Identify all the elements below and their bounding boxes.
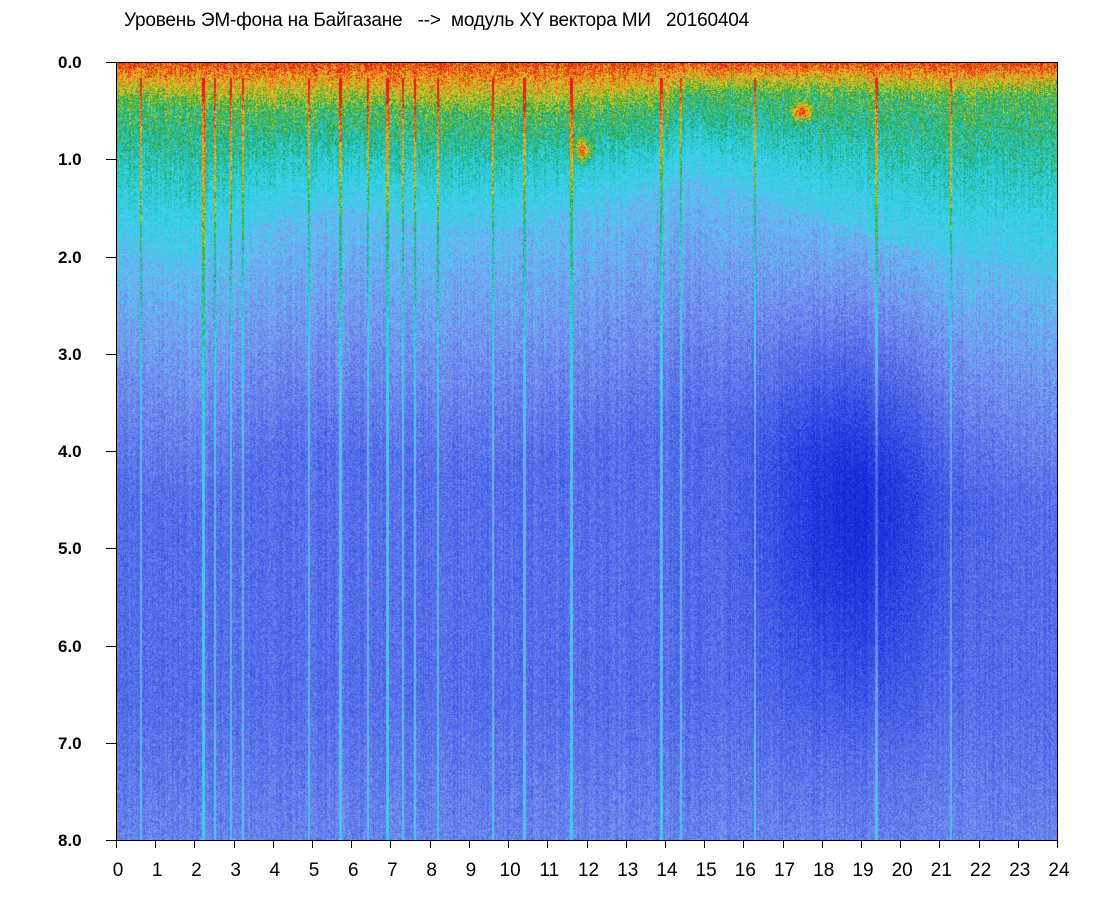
y-tick-mark [106, 742, 116, 744]
x-tick-label: 5 [308, 860, 320, 881]
x-tick-mark [625, 841, 627, 848]
x-tick-label: 23 [1009, 860, 1031, 881]
x-tick-label: 9 [465, 860, 477, 881]
x-tick-label: 8 [426, 860, 437, 881]
plot-area [116, 62, 1058, 841]
y-tick-mark [106, 548, 116, 550]
x-tick-mark [782, 841, 784, 848]
x-tick-label: 19 [852, 860, 874, 881]
y-tick-label: 6.0 [58, 636, 82, 656]
x-tick-mark [860, 841, 862, 848]
x-tick-label: 1 [151, 860, 163, 881]
x-tick-label: 0 [112, 860, 124, 881]
y-tick-label: 3.0 [58, 344, 82, 364]
x-tick-mark [900, 841, 902, 848]
x-tick-mark [272, 841, 274, 848]
y-tick-label: 1.0 [58, 150, 82, 170]
y-tick-label: 2.0 [58, 247, 82, 267]
x-tick-label: 15 [695, 860, 717, 881]
x-tick-label: 11 [539, 860, 560, 881]
x-tick-label: 22 [970, 860, 992, 881]
x-tick-mark [116, 841, 117, 848]
x-tick-mark [547, 841, 549, 848]
x-tick-label: 7 [387, 860, 398, 881]
x-tick-mark [351, 841, 353, 848]
x-tick-mark [743, 841, 745, 848]
x-tick-label: 12 [577, 860, 600, 881]
x-tick-mark [978, 841, 980, 848]
x-tick-label: 17 [773, 860, 796, 881]
y-tick-label: 4.0 [58, 442, 82, 461]
x-tick-mark [233, 841, 235, 848]
x-tick-mark [390, 841, 392, 848]
x-tick-label: 20 [891, 860, 913, 881]
x-tick-label: 16 [734, 860, 756, 881]
y-tick-mark [106, 353, 116, 355]
y-tick-label: 8.0 [58, 831, 82, 850]
y-tick-mark [106, 256, 116, 258]
y-tick-mark [106, 645, 116, 647]
y-tick-mark [106, 451, 116, 452]
x-tick-mark [821, 841, 823, 848]
x-tick-mark [429, 841, 431, 848]
x-tick-label: 4 [269, 860, 281, 881]
heatmap-canvas [117, 63, 1057, 840]
chart-title: Уровень ЭМ-фона на Байгазане --> модуль … [124, 10, 749, 31]
x-tick-mark [939, 841, 941, 848]
x-tick-mark [1057, 841, 1058, 848]
y-tick-label: 0.0 [58, 53, 82, 72]
y-tick-mark [106, 62, 116, 63]
x-tick-mark [586, 841, 588, 848]
x-tick-mark [1017, 841, 1019, 848]
y-tick-label: 7.0 [58, 733, 82, 753]
x-tick-label: 2 [191, 860, 202, 881]
x-tick-label: 18 [813, 860, 835, 881]
y-tick-label: 5.0 [58, 539, 82, 559]
x-tick-mark [155, 841, 157, 848]
x-tick-mark [312, 841, 314, 848]
x-tick-label: 13 [617, 860, 639, 881]
y-tick-mark [106, 159, 116, 161]
x-tick-label: 24 [1048, 860, 1070, 881]
x-tick-mark [664, 841, 666, 848]
x-tick-label: 3 [230, 860, 241, 881]
x-tick-label: 6 [347, 860, 359, 881]
x-tick-label: 14 [656, 860, 678, 881]
x-tick-label: 10 [499, 860, 521, 881]
y-tick-mark [106, 840, 116, 841]
x-tick-mark [508, 841, 510, 848]
x-tick-mark [468, 841, 470, 848]
x-tick-mark [704, 841, 706, 848]
x-tick-mark [194, 841, 196, 848]
x-tick-label: 21 [930, 860, 952, 881]
